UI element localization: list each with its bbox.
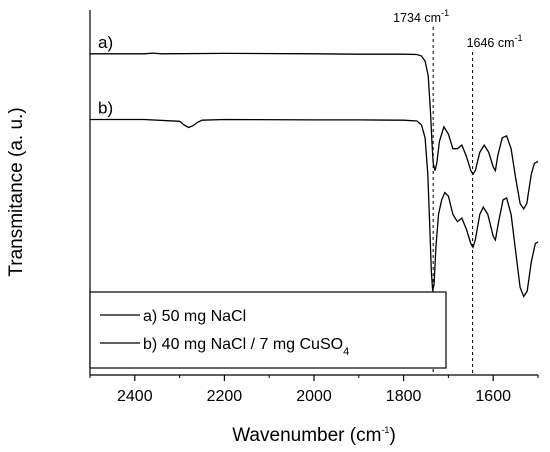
legend-label-b-sub: 4 [343,346,349,358]
series-line-b [90,118,539,298]
x-tick-label-2000: 2000 [296,388,332,405]
legend-label-b: b) 40 mg NaCl / 7 mg CuSO4 [143,336,349,358]
x-axis-title-text: Wavenumber [232,425,345,446]
x-tick-label-1600: 1600 [475,388,511,405]
series-line-a [90,52,539,211]
x-axis-unit-exp: -1 [381,425,389,435]
x-axis-title: Wavenumber (cm-1) [232,425,396,446]
series-group [90,52,539,298]
legend-label-a: a) 50 mg NaCl [143,308,246,325]
x-ticks: 2400 2200 2000 1800 1600 [89,375,539,405]
trace-label-b: b) [98,99,113,118]
legend: a) 50 mg NaCl b) 40 mg NaCl / 7 mg CuSO4 [89,291,447,369]
annotation-label-1646: 1646 cm-1 [467,33,523,50]
x-tick-label-2400: 2400 [117,388,153,405]
y-axis-title: Transmitance (a. u.) [6,107,27,276]
x-tick-label-1800: 1800 [386,388,422,405]
annotation-label-1734: 1734 cm-1 [393,8,449,25]
legend-box [89,291,447,369]
trace-labels: a) b) [98,33,113,118]
legend-label-b-text: b) 40 mg NaCl / 7 mg CuSO [143,336,343,353]
trace-label-a: a) [98,33,113,52]
x-axis-unit: cm [356,425,381,446]
x-tick-label-2200: 2200 [207,388,243,405]
